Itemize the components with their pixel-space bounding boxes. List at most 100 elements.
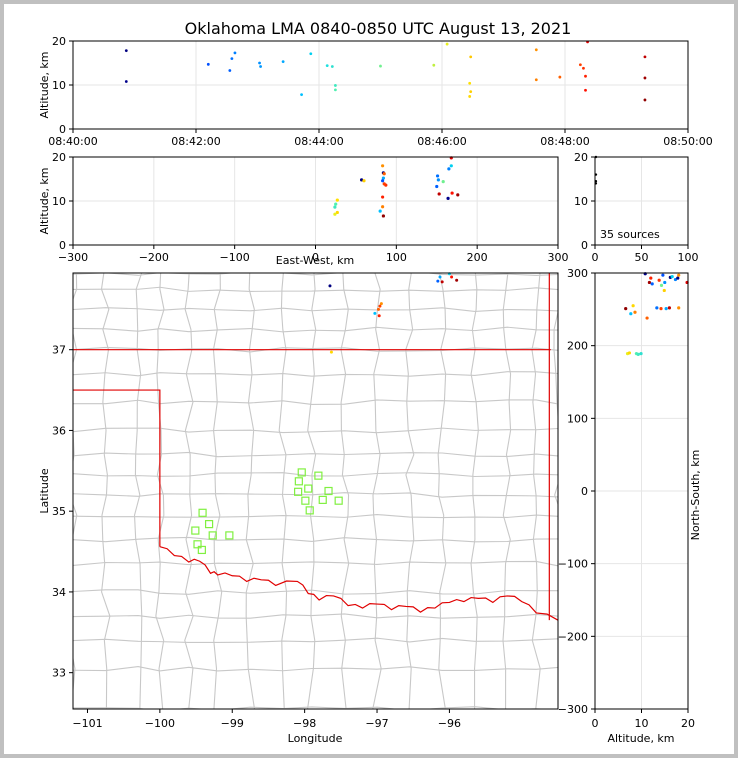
x-tick-label: 08:42:00	[171, 135, 220, 148]
county-boundary	[155, 273, 165, 709]
source-point	[667, 306, 672, 310]
source-point	[436, 279, 440, 283]
source-point	[438, 275, 442, 279]
time-height-panel: 08:40:00 08:42:00 08:44:00 08:46:00 08:48:00…	[38, 35, 713, 148]
source-point	[643, 76, 647, 80]
x-axis-label: East-West, km	[276, 254, 354, 267]
source-point	[376, 307, 380, 311]
county-boundary	[100, 273, 111, 709]
source-point	[663, 280, 667, 285]
x-tick-label: 100	[678, 251, 699, 264]
lma-station-marker	[334, 496, 343, 505]
source-point	[661, 273, 665, 277]
source-point	[435, 174, 440, 178]
x-tick-label: −300	[58, 251, 88, 264]
source-point	[258, 61, 261, 65]
lma-station-marker	[294, 477, 303, 486]
source-point	[649, 276, 653, 280]
county-boundary	[245, 273, 256, 709]
county-boundary	[73, 451, 558, 458]
y-tick-label: 200	[567, 340, 588, 353]
axes-frame	[72, 272, 559, 710]
county-boundary	[437, 273, 447, 709]
lma-station-marker	[225, 531, 234, 540]
county-boundary	[73, 492, 558, 498]
lma-station-marker	[208, 531, 217, 540]
x-tick-label: −101	[72, 717, 102, 730]
y-tick-label: 33	[52, 667, 66, 680]
x-tick-label: −100	[145, 717, 175, 730]
source-point	[432, 63, 436, 67]
source-point	[329, 350, 333, 354]
source-point	[259, 65, 262, 68]
source-point	[673, 277, 678, 282]
source-histogram-panel: 0 50 100 0 10 20	[574, 151, 699, 264]
source-point	[627, 351, 632, 355]
y-tick-label: 10	[574, 195, 588, 208]
lma-station-marker	[191, 526, 200, 535]
source-point	[206, 62, 210, 66]
county-boundary	[405, 273, 415, 709]
x-tick-label: −98	[293, 717, 316, 730]
figure-frame: Oklahoma LMA 0840-0850 UTC August 13, 20…	[4, 4, 734, 754]
source-point	[659, 283, 664, 287]
source-point	[334, 88, 337, 92]
source-point	[643, 98, 647, 102]
y-axis-label: Altitude, km	[38, 167, 51, 234]
county-boundary	[73, 560, 558, 567]
x-tick-label: −99	[221, 717, 244, 730]
source-point	[380, 195, 385, 199]
source-point	[677, 273, 681, 277]
x-tick-label: 0	[312, 251, 319, 264]
source-point	[377, 314, 381, 318]
source-point	[450, 275, 454, 279]
source-point	[328, 284, 332, 288]
source-point	[335, 210, 339, 215]
y-tick-label: 35	[52, 505, 66, 518]
source-point	[629, 312, 633, 316]
source-point	[335, 198, 339, 202]
source-point	[381, 176, 385, 180]
source-point	[647, 280, 652, 285]
axes-frame	[594, 272, 689, 710]
source-count-label: 35 sources	[600, 228, 660, 241]
county-map	[73, 273, 558, 709]
lma-station-marker	[294, 487, 303, 496]
source-point	[447, 167, 451, 171]
x-tick-label: 0	[592, 717, 599, 730]
x-tick-label: 300	[548, 251, 569, 264]
source-point	[468, 81, 472, 85]
source-point	[330, 65, 334, 68]
x-tick-label: −96	[438, 717, 461, 730]
source-point	[381, 214, 385, 218]
x-axis-label: Longitude	[288, 732, 343, 745]
source-point	[437, 192, 441, 196]
lma-station-marker	[197, 545, 206, 555]
source-point	[359, 178, 364, 182]
source-point	[584, 88, 587, 92]
red-river-border	[159, 546, 559, 621]
source-point	[333, 212, 337, 216]
source-point	[636, 352, 640, 356]
lma-station-marker	[305, 506, 314, 515]
source-point	[309, 52, 313, 56]
y-tick-label: 0	[581, 239, 588, 252]
source-point	[633, 310, 637, 314]
x-tick-label: 100	[386, 251, 407, 264]
county-boundary	[73, 273, 558, 276]
lma-station-marker	[304, 484, 313, 493]
county-boundary	[73, 536, 558, 543]
county-boundary	[73, 637, 558, 644]
x-tick-label: 08:46:00	[417, 135, 466, 148]
x-tick-label: 20	[681, 717, 695, 730]
county-boundary	[470, 273, 479, 709]
source-point	[655, 306, 659, 310]
county-boundary	[212, 273, 223, 709]
source-point	[445, 42, 449, 46]
source-point	[456, 193, 460, 197]
plan-view-panel: −101 −100 −99 −98 −97 −96 33 34 35 36 37 Longitude L…	[38, 272, 559, 745]
source-point	[584, 74, 587, 78]
county-boundary	[73, 326, 558, 333]
source-point	[659, 307, 663, 311]
